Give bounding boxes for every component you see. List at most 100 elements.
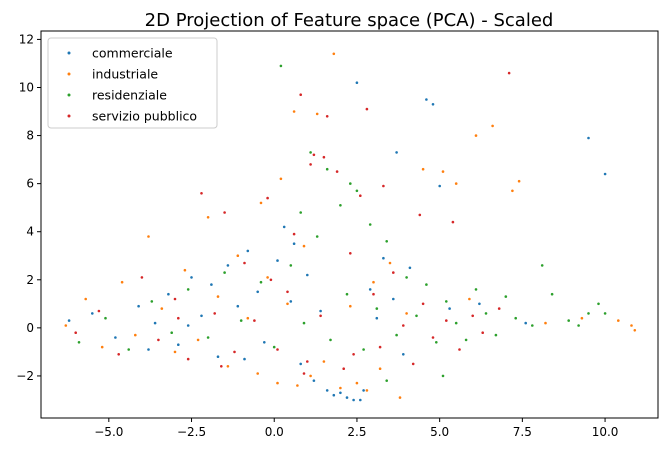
data-point — [306, 360, 309, 363]
data-point — [223, 211, 226, 214]
data-point — [140, 276, 144, 279]
data-point — [127, 348, 130, 351]
data-point — [395, 151, 398, 154]
data-point — [382, 256, 385, 260]
x-tick-label: 5.0 — [430, 425, 449, 439]
data-point — [421, 302, 425, 306]
data-point — [342, 367, 346, 371]
data-point — [524, 321, 527, 325]
data-point — [289, 300, 293, 303]
data-point — [177, 343, 180, 347]
data-point — [114, 336, 117, 339]
data-point — [77, 341, 81, 344]
data-point — [319, 314, 322, 318]
data-point — [517, 179, 521, 183]
data-point — [339, 204, 342, 207]
data-point — [481, 331, 485, 335]
data-point — [137, 304, 140, 308]
data-point — [332, 52, 336, 56]
x-tick-label: −2.5 — [177, 425, 206, 439]
data-point — [441, 374, 445, 378]
data-point — [315, 112, 319, 116]
legend-marker — [67, 93, 71, 97]
data-point — [587, 312, 590, 315]
data-point — [382, 184, 385, 188]
data-point — [385, 240, 389, 243]
data-point — [84, 297, 87, 301]
data-point — [431, 336, 435, 339]
data-point — [186, 288, 190, 291]
data-point — [233, 350, 236, 354]
data-point — [405, 276, 408, 279]
data-point — [64, 324, 68, 327]
data-point — [359, 398, 362, 402]
data-point — [216, 295, 220, 298]
data-point — [577, 324, 580, 327]
data-point — [263, 341, 266, 344]
data-point — [339, 391, 342, 395]
data-point — [355, 189, 359, 193]
data-point — [531, 324, 534, 327]
data-point — [223, 271, 226, 274]
data-point — [160, 307, 164, 310]
data-point — [302, 372, 306, 375]
data-point — [173, 350, 177, 354]
data-point — [302, 244, 306, 248]
data-point — [474, 134, 478, 137]
data-point — [345, 292, 349, 296]
data-point — [365, 389, 369, 392]
data-point — [431, 103, 435, 106]
data-point — [468, 297, 471, 301]
data-point — [173, 297, 177, 301]
data-point — [292, 232, 296, 236]
data-point — [319, 309, 322, 313]
data-point — [474, 288, 478, 291]
data-point — [269, 278, 273, 282]
y-tick-label: 4 — [26, 225, 34, 239]
data-point — [279, 177, 283, 181]
data-point — [279, 64, 283, 68]
data-point — [484, 312, 488, 315]
data-point — [345, 396, 349, 399]
x-tick-label: 10.0 — [592, 425, 619, 439]
data-point — [253, 319, 256, 322]
data-point — [491, 124, 494, 128]
data-point — [309, 151, 312, 154]
x-tick-label: 2.5 — [347, 425, 366, 439]
data-point — [325, 389, 329, 392]
data-point — [276, 259, 279, 262]
legend-label: commerciale — [92, 46, 173, 61]
data-point — [312, 153, 316, 157]
data-point — [325, 115, 329, 118]
data-point — [239, 319, 243, 322]
data-point — [597, 302, 600, 306]
data-point — [200, 314, 203, 318]
data-point — [167, 292, 170, 296]
y-tick-label: 0 — [26, 321, 34, 335]
data-point — [266, 196, 269, 200]
data-point — [292, 242, 296, 245]
data-point — [494, 333, 498, 337]
data-point — [104, 316, 107, 320]
data-point — [497, 307, 501, 310]
data-point — [514, 316, 517, 320]
data-point — [478, 302, 481, 306]
x-axis: −5.0 −2.5 0.0 2.5 5.0 7.5 10.0 — [94, 418, 618, 439]
data-point — [617, 319, 620, 322]
data-point — [236, 304, 240, 308]
data-point — [355, 381, 359, 385]
data-point — [454, 321, 458, 325]
data-point — [630, 324, 633, 327]
data-point — [540, 264, 544, 267]
data-point — [435, 341, 438, 344]
data-point — [464, 338, 468, 342]
data-point — [362, 348, 365, 351]
data-point — [100, 345, 104, 349]
data-point — [425, 283, 428, 286]
data-point — [471, 314, 475, 318]
data-point — [134, 333, 137, 337]
data-point — [603, 312, 607, 315]
data-point — [243, 357, 246, 361]
x-tick-label: 0.0 — [265, 425, 284, 439]
